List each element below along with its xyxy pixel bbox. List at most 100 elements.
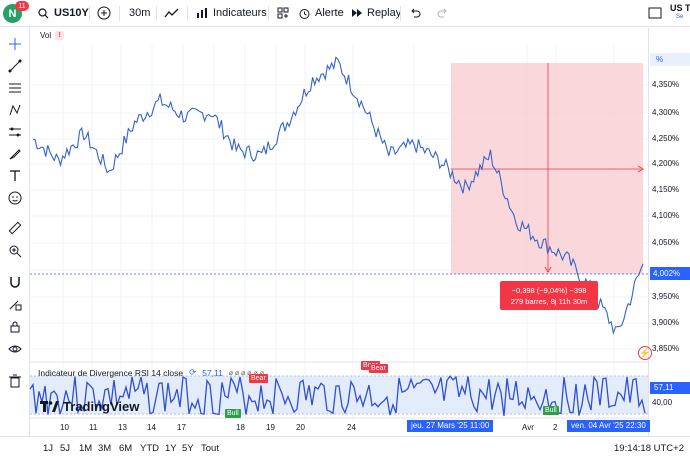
time-tick: 18 <box>236 423 245 432</box>
zoom-icon[interactable] <box>4 241 25 260</box>
eye-icon[interactable] <box>4 339 25 358</box>
measure-label: −0,398 (−9,04%) −398 279 barres, 8j 11h … <box>500 281 598 310</box>
rsi-value: 57,11 <box>202 367 223 378</box>
range-button-5y[interactable]: 5Y <box>182 443 194 454</box>
indicators-icon <box>197 8 207 18</box>
time-range-start: jeu. 27 Mars '25 11:00 <box>407 420 494 432</box>
bear-tag-3: Bear <box>369 364 388 373</box>
refresh-icon[interactable]: ⟳ <box>189 367 197 377</box>
grid-icon <box>277 7 289 19</box>
notification-badge: 11 <box>15 1 29 11</box>
position-icon[interactable] <box>4 122 25 141</box>
rsi-current-label: 57,11 <box>650 382 690 394</box>
time-tick: Avr <box>522 423 534 432</box>
price-tick: 4,050% <box>652 238 680 247</box>
measure-duration: 279 barres, 8j 11h 30m <box>510 297 588 306</box>
price-tick: 3,900% <box>652 318 680 327</box>
magnet-icon[interactable] <box>4 272 25 291</box>
rsi-level-40: 40,00 <box>652 398 673 407</box>
trash-icon[interactable] <box>4 371 25 390</box>
lock-icon[interactable] <box>4 317 25 336</box>
fib-icon[interactable] <box>4 78 25 97</box>
interval-button[interactable]: 30m <box>129 0 150 26</box>
watchlist-sub: Se <box>676 14 684 20</box>
alert-button[interactable]: Alerte <box>298 0 344 26</box>
percent-label: % <box>656 55 664 64</box>
price-tick: 4,350% <box>652 80 680 89</box>
time-tick: 13 <box>118 423 127 432</box>
price-tick: 4,200% <box>652 159 680 168</box>
compare-button[interactable] <box>97 0 111 26</box>
undo-button[interactable] <box>409 0 421 26</box>
price-tick: 3,850% <box>652 344 680 353</box>
measure-box[interactable] <box>451 63 643 274</box>
time-tick: 11 <box>89 423 98 432</box>
redo-icon <box>437 8 447 18</box>
redo-button[interactable] <box>437 0 449 26</box>
rsi-series-line <box>29 375 646 417</box>
replay-button[interactable]: Replay <box>350 0 401 26</box>
range-button-5j[interactable]: 5J <box>60 443 71 454</box>
range-button-1j[interactable]: 1J <box>43 443 54 454</box>
fullscreen-button[interactable] <box>648 0 662 26</box>
alert-label: Alerte <box>315 7 344 19</box>
time-tick: 20 <box>296 423 305 432</box>
plus-circle-icon <box>97 6 111 20</box>
price-series-line <box>32 56 644 335</box>
clock[interactable]: 19:14:18 UTC+2 <box>614 443 684 454</box>
pattern-icon[interactable] <box>4 100 25 119</box>
range-button-3m[interactable]: 3M <box>98 443 112 454</box>
price-tick: 4,150% <box>652 185 680 194</box>
drawing-toolbar <box>0 28 29 398</box>
avatar-letter: N <box>8 7 17 20</box>
emoji-icon[interactable] <box>4 188 25 207</box>
line-chart-icon <box>164 8 179 18</box>
search-icon <box>38 7 49 18</box>
trendline-icon[interactable] <box>4 56 25 75</box>
price-tick: 3,950% <box>652 292 680 301</box>
window-icon <box>648 7 662 19</box>
time-tick: 19 <box>266 423 275 432</box>
measure-change: −0,398 (−9,04%) −398 <box>511 286 587 295</box>
tradingview-logo[interactable]: TradingView <box>40 399 139 414</box>
bull-tag-2: Bull <box>543 406 559 415</box>
range-button-1m[interactable]: 1M <box>79 443 93 454</box>
time-tick: 2 <box>553 423 558 432</box>
volume-legend[interactable]: Vol ! <box>40 31 65 40</box>
time-tick: 14 <box>147 423 156 432</box>
range-button-tout[interactable]: Tout <box>201 443 219 454</box>
price-tick: 4,100% <box>652 211 680 220</box>
volume-label: Vol <box>40 31 52 40</box>
ruler-icon[interactable] <box>4 218 25 237</box>
percent-scale-toggle[interactable]: % <box>650 53 690 66</box>
brush-icon[interactable] <box>4 144 25 163</box>
rsi-legend[interactable]: Indicateur de Divergence RSI 14 close ⟳ … <box>38 367 264 378</box>
layout-button[interactable] <box>277 0 289 26</box>
text-icon[interactable] <box>4 166 25 185</box>
indicators-button[interactable]: Indicateurs <box>196 0 267 26</box>
range-button-6m[interactable]: 6M <box>119 443 133 454</box>
lightning-icon[interactable]: ⚡ <box>638 346 652 360</box>
watchlist-symbol[interactable]: US T <box>670 3 690 13</box>
lock-draw-icon[interactable] <box>4 294 25 313</box>
range-button-1y[interactable]: 1Y <box>165 443 177 454</box>
price-scale-border <box>648 28 690 438</box>
measure-arrow-right <box>637 165 644 173</box>
bull-tag-1: Bull <box>225 409 241 418</box>
bear-tag-1: Bear <box>249 374 268 383</box>
time-tick: 17 <box>177 423 186 432</box>
symbol-search[interactable]: US10Y <box>38 0 89 26</box>
na-values: ⌀ ⌀ ⌀ ⌀ ⌀ ⌀ <box>228 369 264 377</box>
indicators-label: Indicateurs <box>213 7 267 19</box>
replay-icon <box>352 9 362 17</box>
bottom-toolbar <box>0 436 690 460</box>
crosshair-icon[interactable] <box>4 34 25 53</box>
price-tick: 4,300% <box>652 108 680 117</box>
replay-label: Replay <box>367 7 402 19</box>
price-tick: 4,250% <box>652 134 680 143</box>
measure-arrow-down <box>544 266 552 273</box>
chart-type-button[interactable] <box>164 0 180 26</box>
warning-icon: ! <box>55 31 65 40</box>
range-button-ytd[interactable]: YTD <box>140 443 159 454</box>
